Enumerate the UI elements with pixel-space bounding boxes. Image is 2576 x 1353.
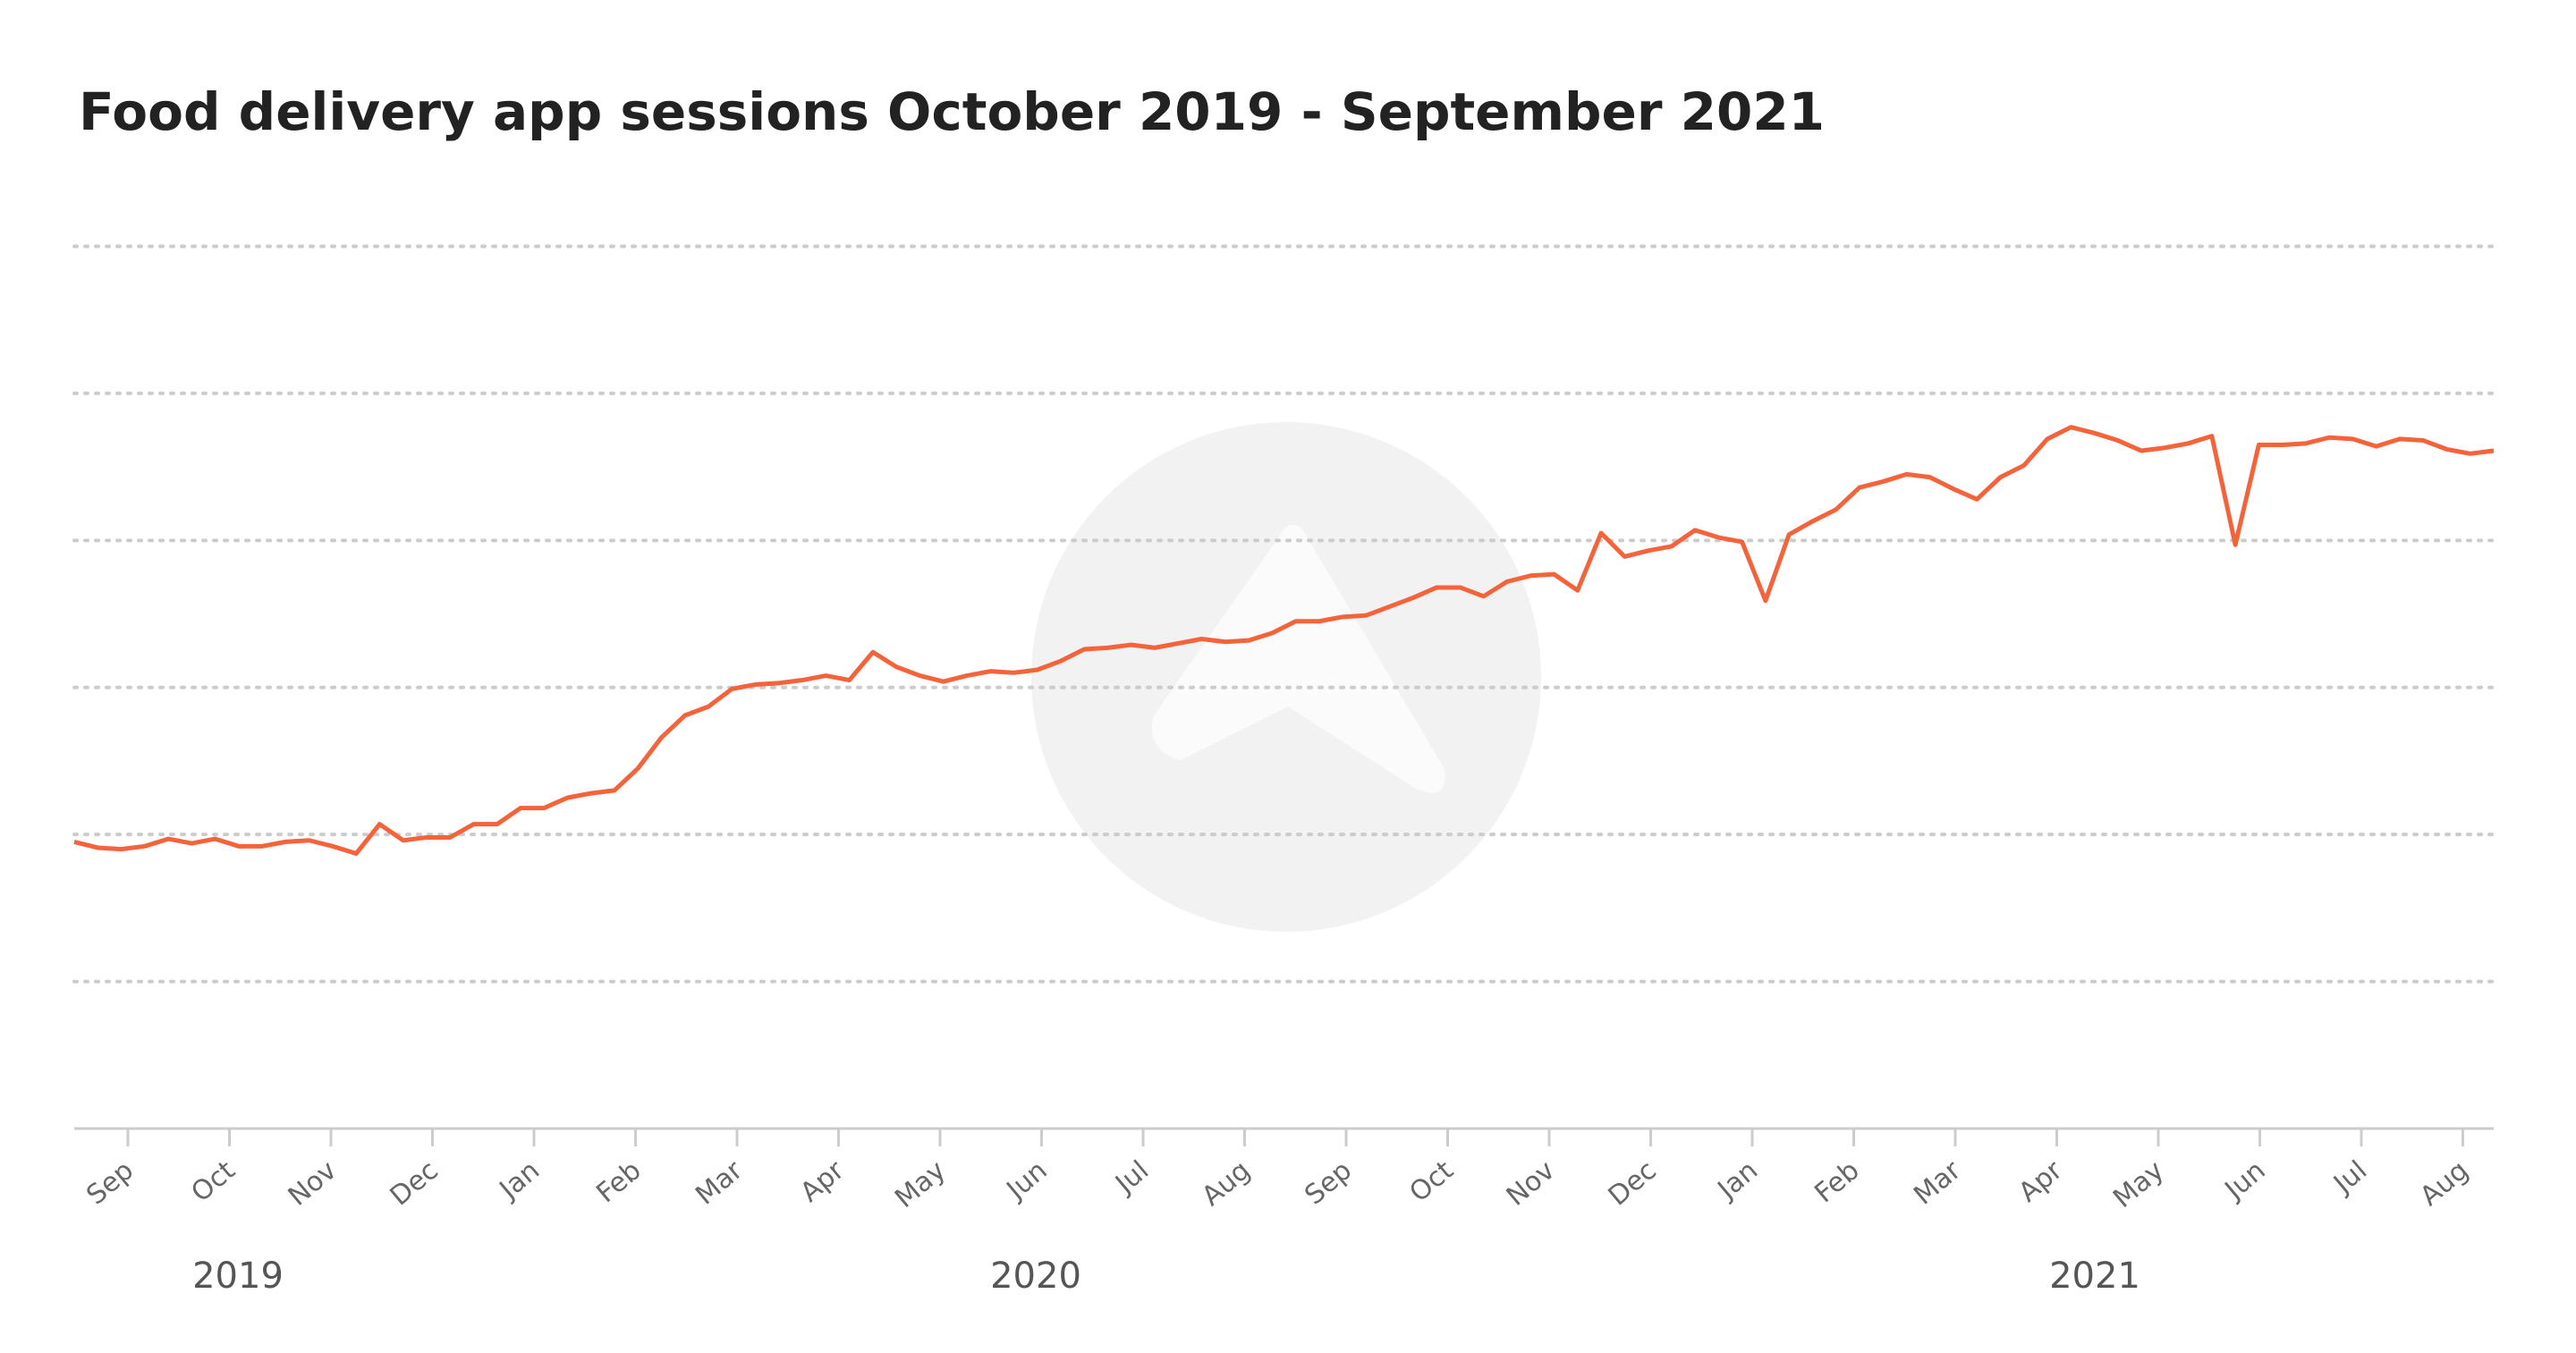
x-tick-label: Apr — [2012, 1154, 2069, 1209]
year-label: 2021 — [2049, 1256, 2140, 1297]
x-tick-label: Jan — [1711, 1154, 1764, 1206]
x-tick-label: Sep — [1299, 1154, 1358, 1211]
x-tick-label: Mar — [1908, 1154, 1967, 1212]
watermark-logo — [1152, 524, 1445, 793]
x-tick-label: Jul — [1108, 1154, 1155, 1200]
line — [73, 425, 2495, 857]
x-tick-label: Jun — [2218, 1154, 2272, 1206]
x-tick-label: Dec — [385, 1154, 445, 1212]
x-tick-label: Nov — [283, 1154, 343, 1212]
x-tick-label: Oct — [185, 1154, 241, 1208]
year-label: 2019 — [192, 1256, 284, 1297]
x-tick-label: Oct — [1403, 1154, 1459, 1208]
x-tick-label: Mar — [690, 1154, 749, 1212]
x-tick-label: May — [889, 1154, 952, 1214]
x-tick-label: May — [2107, 1154, 2170, 1214]
x-tick-label: Feb — [1809, 1154, 1865, 1209]
x-tick-label: Aug — [1196, 1154, 1256, 1212]
x-tick-label: Feb — [590, 1154, 647, 1209]
x-tick-label: Nov — [1501, 1154, 1561, 1212]
year-label: 2020 — [990, 1256, 1081, 1297]
x-tick-label: Jul — [2326, 1154, 2373, 1200]
x-tick-label: Dec — [1603, 1154, 1663, 1212]
x-tick-label: Apr — [794, 1154, 851, 1209]
chart-title: Food delivery app sessions October 2019 … — [79, 81, 1825, 142]
x-tick-label: Jan — [493, 1154, 546, 1206]
x-tick-label: Jun — [1000, 1154, 1054, 1206]
x-tick-label: Aug — [2414, 1154, 2474, 1212]
x-tick-label: Sep — [80, 1154, 140, 1211]
